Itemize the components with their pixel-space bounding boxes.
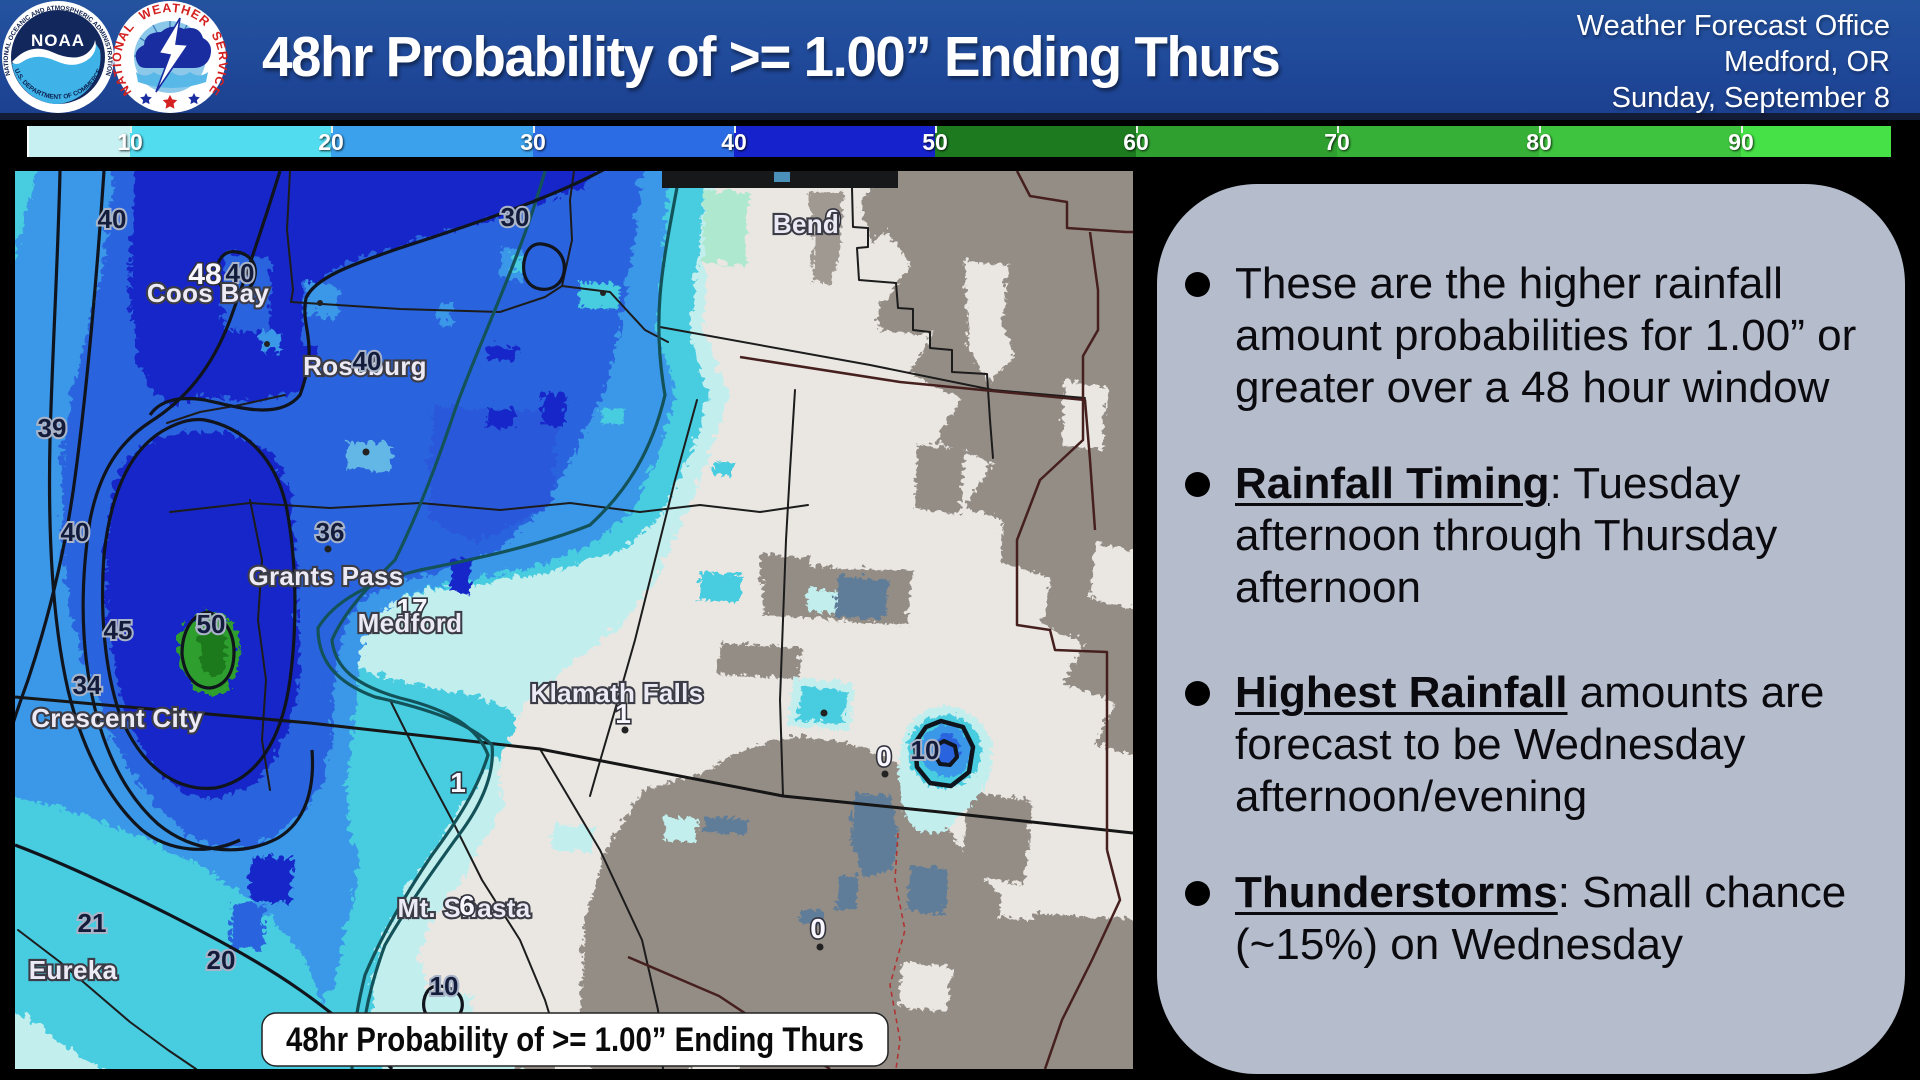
svg-text:Eureka: Eureka bbox=[29, 955, 118, 985]
svg-text:50: 50 bbox=[197, 609, 226, 639]
svg-text:1: 1 bbox=[450, 767, 466, 798]
svg-text:34: 34 bbox=[73, 670, 102, 700]
svg-text:Coos Bay: Coos Bay bbox=[147, 278, 270, 308]
svg-text:Mt. Shasta: Mt. Shasta bbox=[397, 893, 530, 923]
svg-text:48: 48 bbox=[188, 258, 221, 291]
svg-text:36: 36 bbox=[316, 517, 345, 547]
svg-text:30: 30 bbox=[501, 202, 530, 232]
svg-text:40: 40 bbox=[98, 204, 127, 234]
svg-text:Crescent City: Crescent City bbox=[31, 703, 203, 733]
svg-text:Bend: Bend bbox=[773, 209, 839, 239]
svg-text:Grants Pass: Grants Pass bbox=[248, 561, 403, 591]
svg-text:Roseburg: Roseburg bbox=[303, 351, 427, 381]
svg-text:10: 10 bbox=[911, 735, 940, 765]
svg-text:10: 10 bbox=[430, 971, 459, 1001]
svg-text:0: 0 bbox=[876, 741, 892, 772]
svg-text:45: 45 bbox=[104, 615, 133, 645]
svg-text:NOAA: NOAA bbox=[31, 31, 85, 50]
svg-text:6: 6 bbox=[459, 890, 475, 921]
svg-text:48hr Probability of >= 1.00” E: 48hr Probability of >= 1.00” Ending Thur… bbox=[286, 1021, 864, 1059]
svg-text:40: 40 bbox=[353, 346, 382, 376]
svg-text:0: 0 bbox=[810, 913, 826, 944]
svg-text:1: 1 bbox=[615, 698, 631, 729]
svg-text:39: 39 bbox=[38, 413, 67, 443]
svg-text:40: 40 bbox=[61, 517, 90, 547]
svg-text:Klamath Falls: Klamath Falls bbox=[531, 678, 704, 708]
svg-text:0: 0 bbox=[825, 204, 841, 235]
svg-text:21: 21 bbox=[78, 908, 107, 938]
svg-text:20: 20 bbox=[207, 945, 236, 975]
svg-text:Medford: Medford bbox=[358, 608, 463, 638]
svg-text:40: 40 bbox=[226, 258, 255, 288]
svg-text:17: 17 bbox=[396, 593, 427, 624]
